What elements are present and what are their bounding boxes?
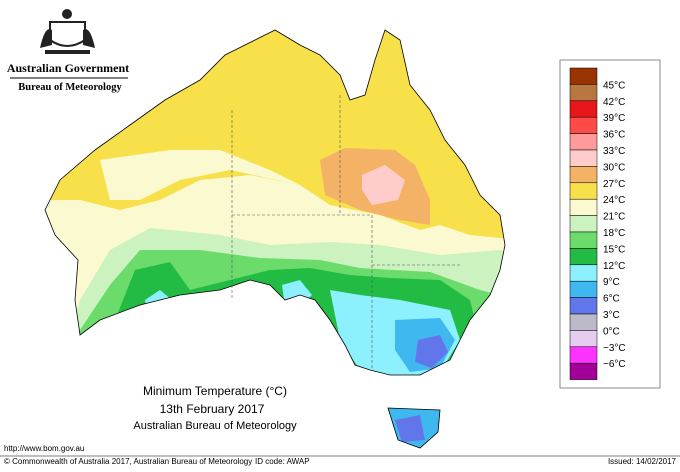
- legend-swatch: [569, 166, 598, 184]
- legend-label: 9°C: [603, 277, 620, 288]
- legend-swatch: [569, 231, 598, 249]
- legend-label: −6°C: [603, 359, 626, 370]
- legend-swatch: [569, 313, 598, 331]
- legend-label: 12°C: [603, 261, 625, 272]
- legend-swatch: [569, 84, 598, 102]
- copyright: © Commonwealth of Australia 2017, Austra…: [4, 457, 252, 466]
- legend-label: 18°C: [603, 228, 625, 239]
- legend-swatch: [569, 264, 598, 282]
- id-code: ID code: AWAP: [255, 457, 310, 466]
- legend-swatch: [569, 330, 598, 348]
- coastline: [44, 29, 506, 449]
- legend-label: 36°C: [603, 130, 625, 141]
- legend-swatch: [569, 133, 598, 151]
- legend-label: 39°C: [603, 113, 625, 124]
- legend-swatch: [569, 346, 598, 364]
- legend-label: 0°C: [603, 326, 620, 337]
- legend-swatch: [569, 280, 598, 298]
- map-source: Australian Bureau of Meteorology: [133, 420, 297, 432]
- legend: 45°C 42°C 39°C 36°C 33°C 30°C 27°C 24°C 21°C 18°C…: [559, 59, 661, 389]
- legend-label: −3°C: [603, 343, 626, 354]
- crest: [40, 9, 95, 54]
- legend-swatch: [569, 100, 598, 118]
- legend-swatch: [569, 116, 598, 134]
- government: Australian Government: [7, 61, 129, 75]
- legend-label: 21°C: [603, 212, 625, 223]
- state-borders: [231, 95, 460, 370]
- legend-label: 3°C: [603, 310, 620, 321]
- legend-label: 27°C: [603, 179, 625, 190]
- legend-swatch: [569, 198, 598, 216]
- legend-swatch: [569, 362, 598, 380]
- legend-label: 42°C: [603, 97, 625, 108]
- legend-swatch: [569, 248, 598, 266]
- url: http://www.bom.gov.au: [4, 444, 84, 453]
- legend-swatch: [569, 215, 598, 233]
- legend-swatch: [569, 182, 598, 200]
- map-date: 13th February 2017: [160, 402, 265, 416]
- legend-label: 15°C: [603, 244, 625, 255]
- legend-swatch: [569, 297, 598, 315]
- legend-swatch: [569, 67, 598, 85]
- legend-label: 30°C: [603, 162, 625, 173]
- agency: Bureau of Meteorology: [18, 82, 122, 93]
- issued: Issued: 14/02/2017: [608, 457, 677, 466]
- map-title: Minimum Temperature (°C): [143, 384, 287, 398]
- legend-label: 6°C: [603, 294, 620, 305]
- legend-label: 33°C: [603, 146, 625, 157]
- legend-swatch: [569, 149, 598, 167]
- legend-label: 45°C: [603, 80, 625, 91]
- legend-label: 24°C: [603, 195, 625, 206]
